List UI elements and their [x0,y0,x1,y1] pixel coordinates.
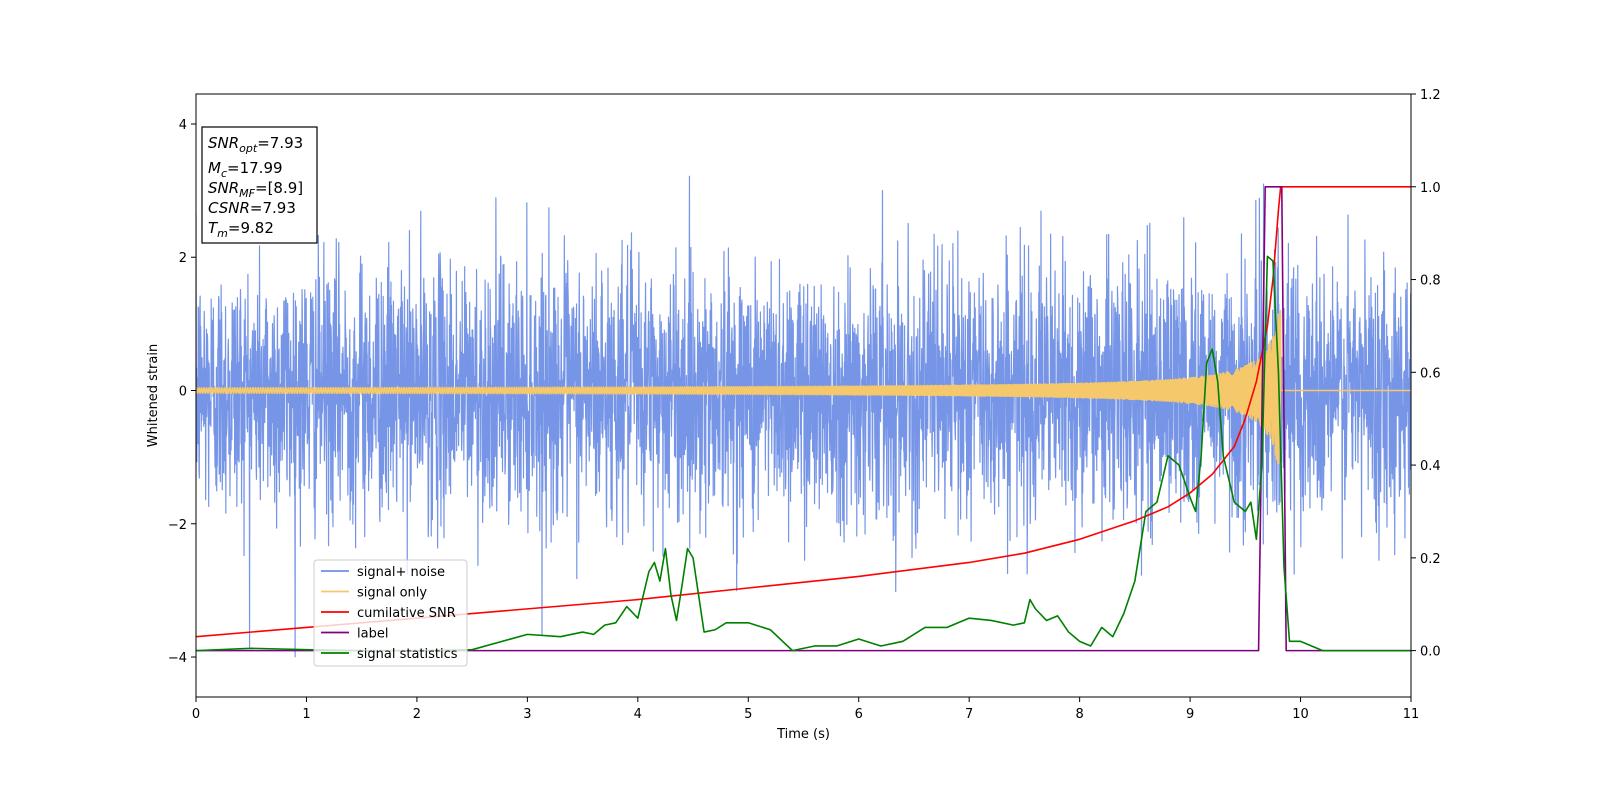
y-axis-right: 1.2 1.0 0.8 0.6 0.4 0.2 0.0 [1411,88,1441,660]
annotation-line: CSNR=7.93 [208,199,296,217]
series-line-signal-statistics [196,255,1411,652]
x-tick-label: 1 [302,707,310,722]
series-layer [196,175,1411,658]
x-tick-label: 5 [744,707,752,722]
x-tick-label: 0 [192,707,200,722]
y-tick-label: 0 [179,385,187,400]
legend-label: signal only [357,586,427,601]
annotation-line: Mc=17.99 [208,159,283,180]
y2-tick-label: 0.0 [1420,645,1441,660]
series-line-cumilative-snr [196,185,1411,638]
x-tick-label: 7 [965,707,973,722]
y-tick-label: −4 [168,651,187,666]
y2-tick-label: 1.2 [1420,88,1441,103]
legend-item: cumilative SNR [321,606,456,621]
series-line-label [196,185,1411,652]
x-axis-title: Time (s) [776,727,830,742]
legend-label: label [357,627,388,642]
annotation-line: SNRMF=[8.9] [208,179,303,200]
legend-item: label [321,627,388,642]
y-axis-title: Whitened strain [146,344,161,447]
plot-frame [195,93,1412,698]
x-tick-label: 2 [413,707,421,722]
x-axis: 0 1 2 3 4 5 6 7 8 9 10 11 [192,697,1419,722]
legend-label: cumilative SNR [357,606,456,621]
series-line-signal-only [196,309,1411,465]
x-tick-label: 3 [523,707,531,722]
x-tick-label: 4 [634,707,642,722]
y2-tick-label: 0.8 [1420,274,1441,289]
x-tick-label: 6 [855,707,863,722]
y-tick-label: −2 [168,518,187,533]
legend-item: signal only [321,586,427,601]
y-axis-left: 4 2 0 −2 −4 [168,118,196,666]
legend-label: signal statistics [357,647,458,662]
y2-tick-label: 0.4 [1420,459,1441,474]
x-tick-label: 8 [1075,707,1083,722]
x-tick-label: 9 [1186,707,1194,722]
annotation-line: SNRopt=7.93 [208,134,303,155]
y-tick-label: 4 [179,118,187,133]
legend-item: signal statistics [321,647,458,662]
x-tick-label: 10 [1292,707,1309,722]
legend-box [313,559,468,667]
legend-label: signal+ noise [357,565,445,580]
y2-tick-label: 0.6 [1420,366,1441,381]
y-tick-label: 2 [179,251,187,266]
y2-tick-label: 1.0 [1420,181,1441,196]
legend-item: signal+ noise [321,565,445,580]
annotation-line: Tm=9.82 [208,219,274,240]
legend: signal+ noise signal only cumilative SNR la… [313,559,468,667]
x-tick-label: 11 [1403,707,1420,722]
y2-tick-label: 0.2 [1420,552,1441,567]
